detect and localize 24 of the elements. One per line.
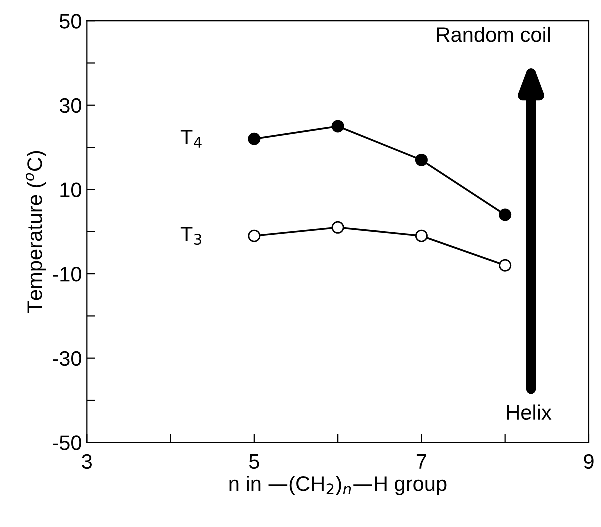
point	[248, 230, 261, 242]
point	[415, 230, 428, 242]
point	[248, 132, 261, 146]
point	[415, 154, 428, 166]
y-tick-label: -50	[53, 436, 82, 450]
annotation: Random coil	[437, 26, 550, 42]
point	[332, 120, 344, 133]
point	[499, 208, 512, 222]
x-axis-title: n in —(CH$_{2}$)$_{n}$—H group	[230, 476, 447, 496]
annotation: Helix	[507, 404, 552, 420]
y-tick-label: 30	[60, 98, 82, 114]
x-tick-label: 7	[416, 454, 426, 469]
text: T$_{4}$	[180, 130, 202, 148]
y-tick-label: 10	[60, 182, 82, 198]
point	[332, 221, 344, 234]
y-tick-label: -10	[53, 267, 82, 282]
y-tick-label: -30	[53, 351, 82, 366]
text: T$_{3}$	[180, 227, 202, 246]
point	[499, 259, 512, 272]
x-tick-label: 9	[584, 454, 594, 470]
y-tick-label: 50	[60, 14, 82, 29]
y-axis-title: Temperature ($^{o}$C)	[26, 151, 46, 314]
x-tick-label: 3	[82, 454, 92, 470]
x-tick-label: 5	[249, 454, 260, 470]
